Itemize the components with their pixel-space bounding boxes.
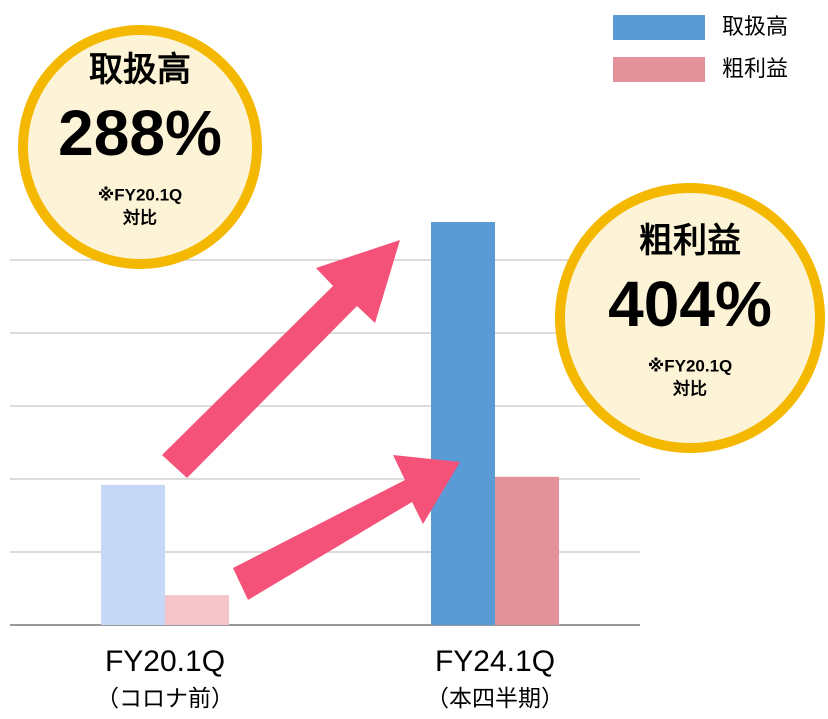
badge-title: 粗利益 [639, 222, 741, 260]
arrow [162, 240, 400, 478]
legend-label: 取扱高 [722, 14, 788, 39]
badge-note: ※FY20.1Q [98, 185, 183, 204]
badge-note: 対比 [122, 207, 157, 227]
badge-value: 288% [58, 97, 222, 169]
arrow [233, 455, 460, 600]
bar [495, 476, 559, 625]
x-tick-label: FY24.1Q [435, 645, 555, 678]
badge [555, 183, 825, 453]
badge [18, 25, 262, 269]
overlay: FY20.1Q（コロナ前）FY24.1Q（本四半期）取扱高粗利益取扱高288%※… [18, 14, 825, 711]
legend-swatch [613, 57, 705, 82]
bar [431, 222, 495, 626]
x-tick-note: （コロナ前） [96, 685, 234, 711]
legend-swatch [613, 15, 705, 40]
x-tick-label: FY20.1Q [105, 645, 225, 678]
legend-label: 粗利益 [722, 56, 788, 81]
plot [10, 222, 640, 626]
badge-value: 404% [608, 268, 772, 340]
bar [101, 484, 165, 625]
badge-title: 取扱高 [89, 51, 191, 89]
bar [165, 595, 229, 625]
badge-note: ※FY20.1Q [648, 356, 733, 375]
x-tick-note: （本四半期） [426, 685, 564, 711]
arrows [162, 240, 460, 600]
badge-note: 対比 [672, 378, 707, 398]
